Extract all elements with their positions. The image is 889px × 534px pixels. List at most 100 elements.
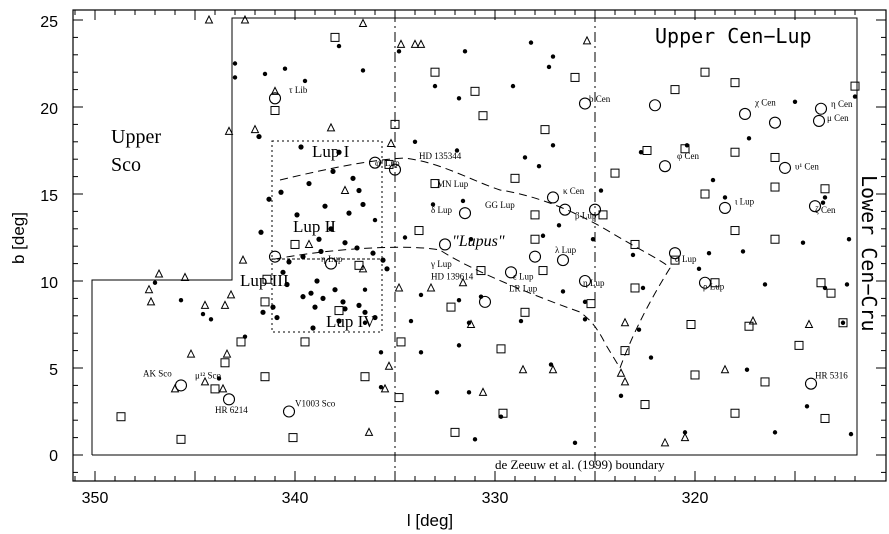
square-point <box>290 239 300 249</box>
star-label: η Cen <box>831 99 853 109</box>
square-point <box>850 81 860 91</box>
triangle-point <box>340 185 350 195</box>
dot-point <box>456 297 462 303</box>
triangle-point <box>384 361 394 370</box>
cluster-dot <box>328 226 334 232</box>
star-label: κ Cen <box>563 186 585 196</box>
cluster-dot <box>322 203 328 209</box>
star-label: υ¹ Cen <box>795 162 819 172</box>
dot-point <box>522 155 528 160</box>
square-point <box>530 234 540 244</box>
dot-point <box>396 49 402 54</box>
dot-point <box>378 384 384 390</box>
triangle-point <box>240 14 250 24</box>
dot-point <box>232 75 238 80</box>
cluster-dot <box>362 309 368 315</box>
triangle-point <box>222 348 232 358</box>
square-point <box>816 278 826 288</box>
triangle-point <box>186 348 196 358</box>
square-point <box>334 306 344 316</box>
dot-point <box>498 414 504 419</box>
bright-star-circle <box>324 257 338 270</box>
dot-point <box>590 237 596 242</box>
dot-point <box>848 431 854 437</box>
cluster-dot <box>306 180 312 187</box>
triangle-point <box>394 282 404 292</box>
square-point <box>540 125 550 135</box>
triangle-point <box>326 122 336 132</box>
cluster-dot <box>312 304 318 310</box>
dot-point <box>582 317 588 322</box>
square-point <box>396 337 406 347</box>
square-point <box>820 413 830 423</box>
dot-point <box>852 94 858 99</box>
star-label: LR Lup <box>509 283 538 293</box>
cluster-dot <box>300 254 306 260</box>
dot-point <box>546 64 552 70</box>
y-tick-label: 15 <box>40 188 58 205</box>
cluster-dot <box>300 294 306 300</box>
cluster-dot <box>270 304 276 310</box>
region-upper-sco-line1: Upper <box>111 126 161 148</box>
square-point <box>630 239 640 249</box>
bright-star-circle <box>814 102 828 115</box>
lupus-outline <box>269 157 671 370</box>
cluster-dot <box>260 309 266 315</box>
cluster-dot <box>372 314 378 321</box>
dot-point <box>598 188 604 193</box>
bright-star-circle <box>648 99 662 112</box>
bright-star-circle <box>556 254 570 267</box>
star-label: HD 139614 <box>431 271 474 281</box>
bright-star-circle <box>738 107 752 121</box>
triangle-point <box>220 300 230 309</box>
triangle-point <box>748 315 758 325</box>
triangle-point <box>304 239 314 248</box>
dot-point <box>710 177 716 183</box>
star-label: ρ Lup <box>703 282 725 292</box>
square-point <box>478 111 488 121</box>
bright-star-circle <box>578 97 592 110</box>
cluster-dot <box>258 229 264 235</box>
star-label: GG Lup <box>485 200 515 210</box>
region-lower-cen-cru: Lower Cen−Cru <box>857 175 881 332</box>
bright-star-circle <box>558 203 572 216</box>
y-axis-title: b [deg] <box>9 212 28 264</box>
square-point <box>260 297 270 307</box>
dot-point <box>282 66 288 71</box>
star-label: φ² Lup <box>375 158 400 168</box>
cluster-dot <box>342 306 348 312</box>
bright-star-circle <box>268 250 282 263</box>
cloud-label-lup-i: Lup I <box>312 142 350 161</box>
region-upper-sco-line2: Sco <box>111 154 141 176</box>
dot-point <box>800 240 806 245</box>
dot-point <box>550 143 556 148</box>
triangle-point <box>620 317 630 327</box>
dot-point <box>466 320 472 325</box>
star-label: β Lup <box>575 210 597 220</box>
star-label: φ Cen <box>677 151 699 161</box>
square-point <box>744 321 754 331</box>
dot-point <box>460 198 466 204</box>
cluster-dot <box>354 245 360 251</box>
triangle-point <box>358 263 368 273</box>
square-point <box>730 78 740 88</box>
square-point <box>730 226 740 236</box>
triangle-point <box>548 364 558 374</box>
square-point <box>446 302 456 312</box>
square-point <box>640 400 650 410</box>
dot-point <box>372 217 378 223</box>
square-point <box>730 408 740 418</box>
y-tick-label: 0 <box>49 448 58 465</box>
square-point <box>360 372 370 382</box>
dot-point <box>456 96 462 101</box>
dot-point <box>412 139 418 144</box>
cluster-dot <box>330 168 336 174</box>
triangle-point <box>426 282 436 292</box>
star-label: δ Lup <box>431 205 452 215</box>
x-axis-title: l [deg] <box>407 511 453 530</box>
star-label: MN Lup <box>437 179 469 189</box>
square-point <box>450 427 460 437</box>
cluster-dot <box>274 314 280 321</box>
dot-point <box>746 136 752 141</box>
bright-star-circle <box>528 250 542 263</box>
